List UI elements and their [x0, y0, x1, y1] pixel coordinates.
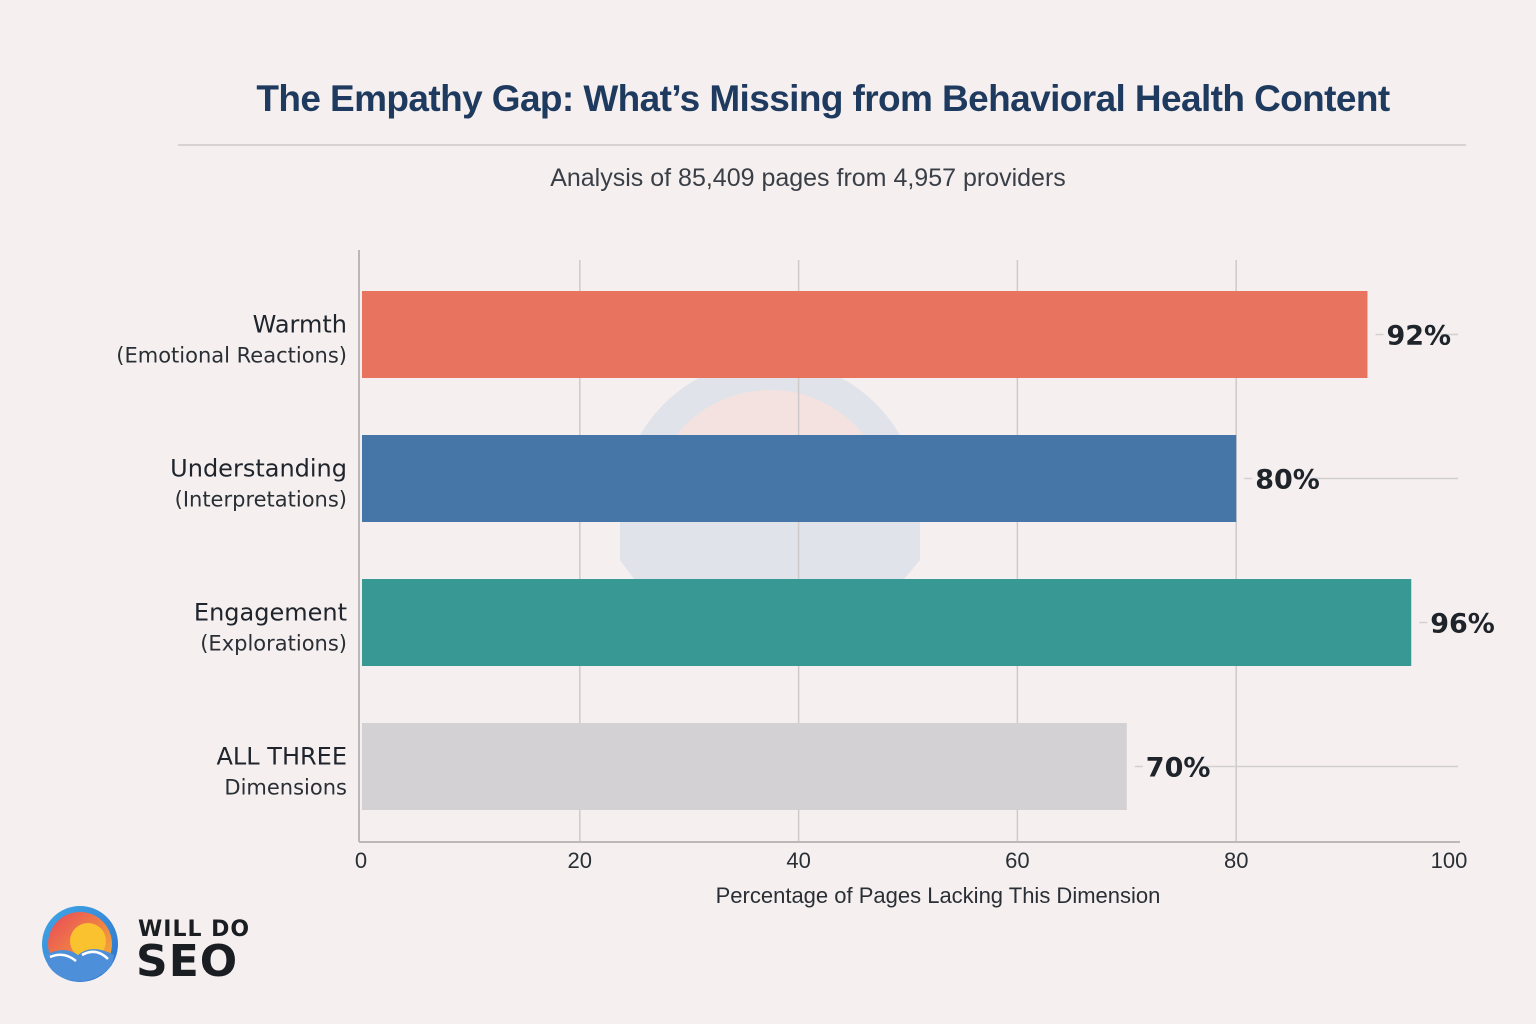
x-tick-label: 100: [1431, 848, 1468, 873]
x-tick-label: 20: [568, 848, 592, 873]
x-tick-label: 40: [786, 848, 810, 873]
value-label: 80%: [1255, 465, 1320, 496]
logo-text-will-do: WILL DO: [138, 917, 251, 942]
category-sublabel: (Interpretations): [175, 488, 347, 512]
brand-logo: WILL DO SEO: [42, 903, 262, 987]
bar-engagement: [362, 579, 1412, 666]
x-axis-title: Percentage of Pages Lacking This Dimensi…: [716, 883, 1161, 908]
x-tick-label: 0: [355, 848, 367, 873]
category-label: Warmth: [253, 311, 347, 339]
value-label: 70%: [1146, 753, 1211, 784]
bar-warmth: [362, 291, 1368, 378]
chart-subtitle: Analysis of 85,409 pages from 4,957 prov…: [550, 164, 1066, 192]
bar-understanding: [362, 435, 1237, 522]
category-sublabel: Dimensions: [224, 776, 347, 800]
logo-text-seo: SEO: [136, 936, 239, 987]
value-label-bg: [1427, 604, 1485, 641]
x-tick-label: 80: [1224, 848, 1248, 873]
category-label: Understanding: [170, 455, 347, 483]
value-label-bg: [1142, 748, 1200, 785]
bar-all-three: [362, 723, 1127, 810]
value-label: 96%: [1430, 609, 1495, 640]
category-label: ALL THREE: [217, 743, 348, 771]
x-tick-label: 60: [1005, 848, 1029, 873]
category-label: Engagement: [194, 599, 347, 627]
chart-title: The Empathy Gap: What’s Missing from Beh…: [256, 78, 1390, 119]
value-label-bg: [1252, 460, 1310, 497]
category-sublabel: (Emotional Reactions): [116, 344, 347, 368]
category-sublabel: (Explorations): [200, 632, 347, 656]
value-label-bg: [1383, 316, 1441, 353]
wave-sun-logo-icon: [42, 906, 118, 982]
title-divider: [178, 144, 1466, 146]
value-label: 92%: [1386, 321, 1451, 352]
